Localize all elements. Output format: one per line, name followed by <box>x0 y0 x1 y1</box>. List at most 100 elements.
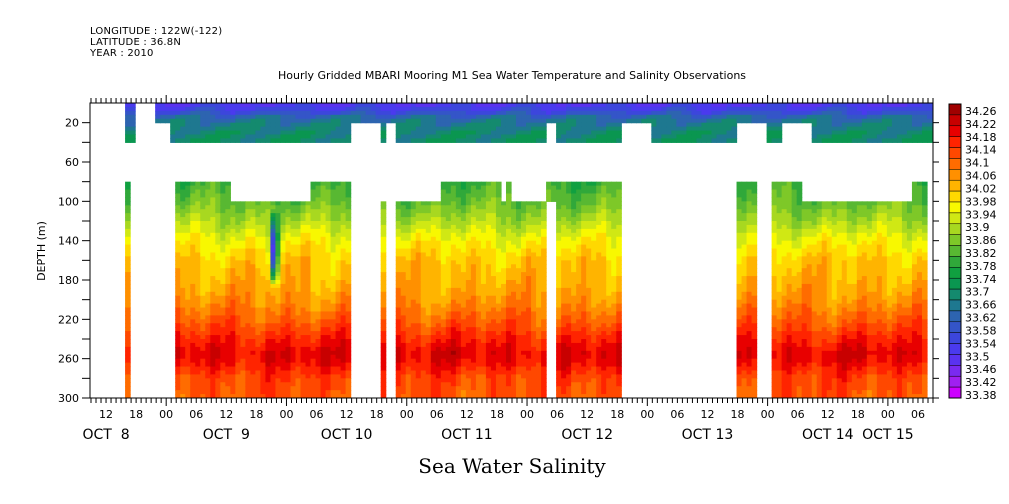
heatmap-cell <box>445 181 452 187</box>
heatmap-cell <box>566 354 572 360</box>
heatmap-cell <box>561 287 567 293</box>
heatmap-cell <box>586 276 592 281</box>
heatmap-cell <box>260 295 267 301</box>
heatmap-cell <box>230 240 236 246</box>
heatmap-cell <box>526 307 532 313</box>
heatmap-cell <box>230 103 236 108</box>
heatmap-cell <box>531 291 537 297</box>
heatmap-cell <box>265 213 272 218</box>
heatmap-cell <box>190 311 196 316</box>
heatmap-cell <box>410 236 417 242</box>
heatmap-cell <box>430 311 437 316</box>
heatmap-cell <box>415 126 422 132</box>
heatmap-cell <box>576 130 582 136</box>
heatmap-cell <box>485 335 492 340</box>
heatmap-cell <box>490 106 497 112</box>
heatmap-cell <box>526 354 532 360</box>
heatmap-cell <box>410 130 417 136</box>
heatmap-cell <box>320 358 327 364</box>
heatmap-cell <box>195 299 201 305</box>
heatmap-cell <box>551 118 557 124</box>
heatmap-cell <box>531 114 537 120</box>
heatmap-cell <box>475 221 482 226</box>
heatmap-cell <box>495 248 502 254</box>
heatmap-cell <box>400 276 407 281</box>
heatmap-cell <box>270 205 277 210</box>
heatmap-cell <box>571 240 577 246</box>
heatmap-cell <box>415 339 422 344</box>
heatmap-cell <box>180 342 186 348</box>
heatmap-cell <box>400 122 407 128</box>
heatmap-cell <box>335 240 342 246</box>
heatmap-cell <box>541 205 547 210</box>
heatmap-cell <box>315 291 322 297</box>
heatmap-cell <box>355 118 362 124</box>
heatmap-cell <box>320 130 327 136</box>
heatmap-cell <box>405 327 412 332</box>
heatmap-cell <box>596 134 602 139</box>
heatmap-cell <box>445 346 452 352</box>
heatmap-cell <box>450 224 457 230</box>
heatmap-cell <box>405 114 412 120</box>
heatmap-cell <box>576 260 582 265</box>
heatmap-cell <box>275 260 282 265</box>
heatmap-cell <box>576 224 582 230</box>
heatmap-cell <box>190 268 196 273</box>
heatmap-cell <box>425 201 432 206</box>
heatmap-cell <box>425 205 432 210</box>
heatmap-cell <box>400 138 407 143</box>
heatmap-cell <box>445 228 452 234</box>
heatmap-cell <box>596 280 602 285</box>
heatmap-cell <box>531 394 537 398</box>
heatmap-cell <box>240 346 246 352</box>
heatmap-cell <box>591 394 597 398</box>
heatmap-cell <box>485 354 492 360</box>
heatmap-cell <box>460 213 467 218</box>
heatmap-cell <box>531 350 537 356</box>
heatmap-cell <box>340 307 347 313</box>
heatmap-cell <box>571 106 577 112</box>
heatmap-cell <box>415 201 422 206</box>
heatmap-cell <box>435 221 442 226</box>
heatmap-cell <box>450 106 457 112</box>
heatmap-cell <box>370 106 377 112</box>
heatmap-cell <box>125 264 131 269</box>
heatmap-cell <box>465 315 472 320</box>
heatmap-cell <box>561 130 567 136</box>
heatmap-cell <box>556 221 562 226</box>
heatmap-cell <box>320 185 327 191</box>
heatmap-cell <box>536 213 542 218</box>
heatmap-cell <box>250 236 256 242</box>
heatmap-cell <box>405 378 412 383</box>
heatmap-cell <box>305 287 312 293</box>
heatmap-cell <box>541 327 547 332</box>
heatmap-cell <box>235 315 241 320</box>
heatmap-cell <box>275 327 282 332</box>
heatmap-cell <box>405 134 412 139</box>
heatmap-cell <box>220 122 226 128</box>
heatmap-cell <box>330 126 337 132</box>
heatmap-cell <box>195 390 201 395</box>
heatmap-cell <box>561 193 567 198</box>
heatmap-cell <box>335 260 342 265</box>
heatmap-cell <box>190 209 196 214</box>
heatmap-cell <box>531 217 537 222</box>
heatmap-cell <box>215 346 221 352</box>
heatmap-cell <box>485 346 492 352</box>
heatmap-cell <box>235 339 241 344</box>
heatmap-cell <box>561 232 567 238</box>
heatmap-cell <box>260 291 267 297</box>
heatmap-cell <box>125 295 131 301</box>
heatmap-cell <box>400 382 407 387</box>
heatmap-cell <box>310 303 317 309</box>
heatmap-cell <box>275 291 282 297</box>
heatmap-cell <box>220 197 226 202</box>
heatmap-cell <box>415 311 422 316</box>
heatmap-cell <box>340 103 347 108</box>
heatmap-cell <box>185 264 191 269</box>
heatmap-cell <box>460 236 467 242</box>
heatmap-cell <box>581 228 587 234</box>
heatmap-cell <box>340 272 347 277</box>
heatmap-cell <box>125 346 131 352</box>
heatmap-cell <box>215 264 221 269</box>
